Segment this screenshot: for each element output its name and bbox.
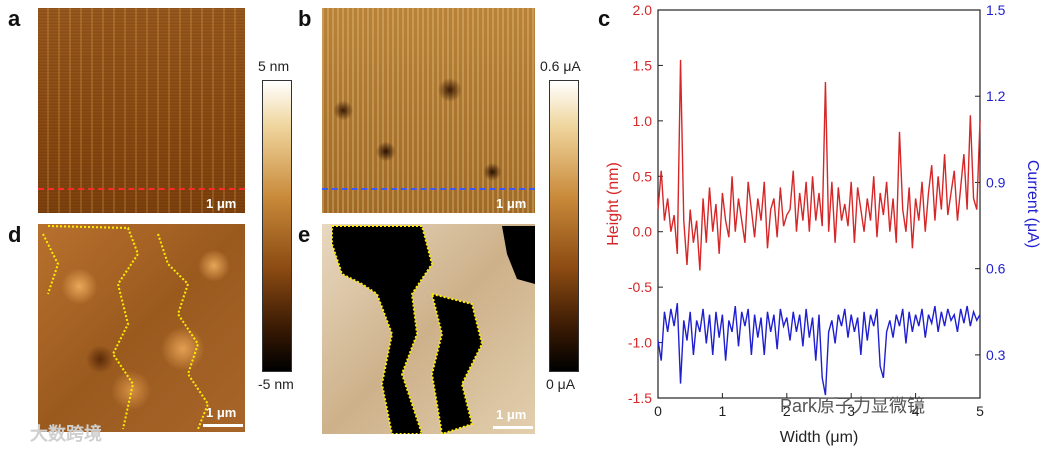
x-tick-label: 1	[719, 403, 727, 419]
y-tick-label-left: -0.5	[628, 279, 652, 295]
colorbar-current-top-label: 0.6 μA	[540, 58, 581, 74]
colorbar-height-top-label: 5 nm	[258, 58, 290, 74]
line-profile-marker-red	[38, 188, 245, 190]
y-tick-label-right: 0.9	[986, 174, 1006, 190]
line-profile-chart: 2.0 1.5 1.0 0.5 0.0 -0.5 -1.0 -1.5 1.5 1.2 0.9 0.6…	[605, 2, 1040, 446]
y-tick-label-right: 1.2	[986, 88, 1006, 104]
black-region-overlay	[331, 225, 535, 434]
y-tick-label-left: -1.5	[628, 390, 652, 406]
watermark-left: 大数跨境	[30, 424, 102, 444]
y-tick-label-left: 0.5	[633, 168, 653, 184]
x-tick-label: 2	[783, 403, 791, 419]
afm-topography-image: 1 μm	[38, 8, 245, 213]
x-axis-label: Width (μm)	[780, 429, 859, 446]
colorbar-height-bottom-label: -5 nm	[258, 376, 294, 392]
scale-bar-label: 1 μm	[206, 196, 237, 211]
panel-letter-e: e	[298, 222, 311, 247]
panel-letter-d: d	[8, 222, 22, 247]
colorbar-height	[262, 80, 292, 372]
y-tick-label-left: -1.0	[628, 335, 652, 351]
watermark-right: Park原子力显微镜	[780, 396, 926, 416]
x-tick-label: 4	[912, 403, 920, 419]
series-height	[657, 59, 981, 271]
series-current	[657, 303, 981, 396]
scale-bar-label: 1 μm	[206, 405, 237, 420]
y-tick-label-left: 2.0	[633, 2, 653, 18]
colorbar-current	[549, 80, 579, 372]
panel-letter-a: a	[8, 6, 21, 31]
scale-bar-label: 1 μm	[496, 196, 527, 211]
y-tick-label-left: 1.0	[633, 113, 653, 129]
line-profile-marker-blue	[322, 188, 535, 190]
scale-bar	[493, 426, 533, 429]
current-map-image-e: 1 μm	[322, 224, 535, 434]
y-tick-label-left: 1.5	[633, 57, 653, 73]
y-tick-label-right: 0.3	[986, 347, 1006, 363]
y-tick-label-right: 1.5	[986, 2, 1006, 18]
x-tick-label: 3	[847, 403, 855, 419]
y-tick-label-right: 0.6	[986, 261, 1006, 277]
colorbar-current-bottom-label: 0 μA	[546, 376, 576, 392]
panel-letter-b: b	[298, 6, 312, 31]
x-tick-label: 0	[654, 403, 662, 419]
scale-bar-label: 1 μm	[496, 407, 527, 422]
y-tick-label-left: 0.0	[633, 224, 653, 240]
y-axis-label-right: Current (μA)	[1024, 160, 1040, 248]
scale-bar	[203, 424, 243, 427]
afm-topography-image-d: 1 μm	[38, 224, 245, 432]
x-tick-label: 5	[976, 403, 984, 419]
y-axis-label-left: Height (nm)	[605, 162, 622, 246]
yellow-boundary-overlay	[42, 225, 210, 430]
panel-letter-c: c	[598, 6, 611, 31]
current-map-image: 1 μm	[322, 8, 535, 213]
